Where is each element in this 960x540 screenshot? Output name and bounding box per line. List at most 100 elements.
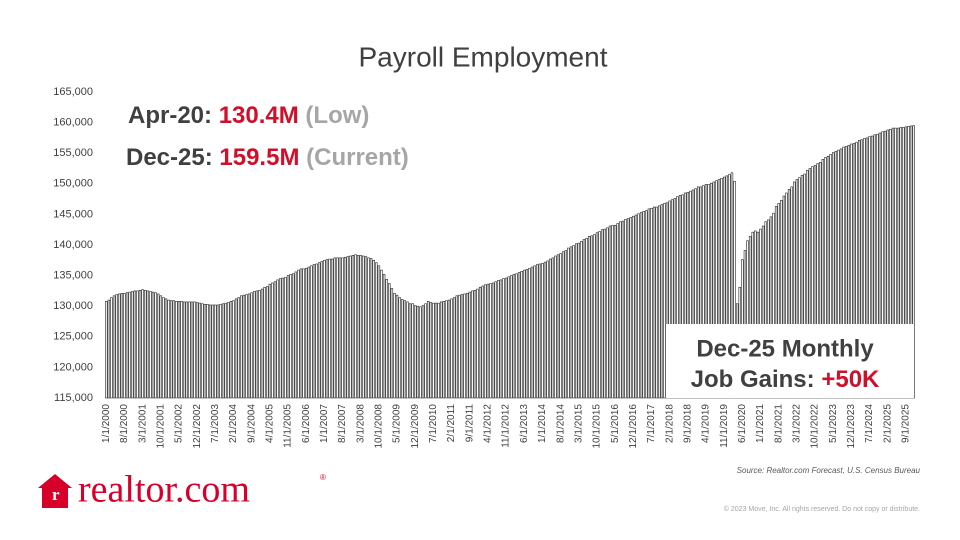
bar: [175, 301, 178, 399]
x-tick-label: 9/1/2011: [464, 404, 475, 443]
bar: [146, 290, 150, 399]
x-tick-label: 8/1/2000: [119, 404, 130, 443]
bar: [406, 301, 409, 399]
bar: [307, 266, 311, 399]
bar: [201, 303, 204, 399]
bar: [177, 301, 181, 399]
y-tick-label: 120,000: [53, 361, 93, 373]
bar: [323, 259, 326, 399]
bar: [195, 302, 199, 399]
x-tick-label: 5/1/2009: [392, 404, 403, 443]
bar: [439, 301, 443, 399]
bar: [362, 255, 365, 399]
x-tick-label: 8/1/2014: [555, 404, 566, 443]
y-tick-label: 160,000: [53, 117, 93, 129]
bar: [356, 255, 360, 399]
copyright: © 2023 Move, Inc. All rights reserved. D…: [724, 505, 920, 513]
bar: [408, 303, 412, 399]
bar: [336, 257, 339, 399]
bar: [538, 263, 542, 399]
bar: [221, 303, 225, 399]
x-tick-label: 10/1/2008: [374, 404, 385, 449]
bar: [549, 258, 552, 399]
bar: [416, 305, 420, 399]
bar: [388, 283, 391, 399]
bar: [242, 294, 246, 399]
annotation-value: 130.4M: [219, 102, 299, 129]
x-tick-label: 6/1/2013: [519, 404, 530, 443]
annotation-background: [666, 324, 914, 398]
bar: [330, 258, 334, 399]
source-note: Source: Realtor.com Forecast, U.S. Censu…: [737, 466, 921, 475]
bar: [445, 300, 448, 399]
bar: [517, 272, 521, 399]
bar: [564, 250, 568, 399]
y-tick-label: 145,000: [53, 208, 93, 220]
x-tick-label: 1/1/2021: [755, 404, 766, 443]
bar: [317, 262, 321, 399]
bar: [587, 236, 591, 399]
bar: [613, 225, 617, 399]
bar: [393, 293, 396, 399]
bar: [652, 206, 656, 399]
bar: [655, 206, 658, 399]
bar: [658, 205, 661, 399]
bar: [582, 239, 586, 399]
bar: [206, 304, 209, 399]
bar: [632, 215, 635, 399]
x-tick-label: 1/1/2000: [101, 404, 112, 443]
x-tick-label: 2/1/2011: [446, 404, 457, 443]
annotation-low: Apr-20: 130.4M (Low): [128, 102, 369, 129]
bar: [304, 267, 308, 399]
x-tick-label: 11/1/2005: [283, 404, 294, 448]
bar: [621, 220, 625, 399]
logo: r realtor.com ®: [38, 469, 326, 511]
bar: [491, 282, 495, 399]
bar: [120, 293, 124, 399]
x-tick-label: 11/1/2019: [719, 404, 730, 448]
bar: [647, 208, 651, 399]
bar: [463, 293, 466, 399]
bar: [198, 302, 201, 399]
bar: [595, 232, 599, 399]
annotation-current: Dec-25: 159.5M (Current): [126, 144, 409, 171]
bar: [159, 295, 163, 399]
bar: [167, 299, 170, 399]
bar: [105, 301, 108, 399]
x-tick-label: 2/1/2025: [882, 404, 893, 443]
bar: [214, 304, 217, 399]
bar: [247, 293, 251, 399]
annotation-value: 159.5M: [219, 144, 299, 171]
bar: [478, 286, 482, 399]
bar: [268, 283, 272, 399]
logo-mark: ®: [320, 473, 326, 482]
bar: [660, 204, 664, 399]
x-tick-label: 4/1/2005: [264, 404, 275, 443]
x-tick-label: 10/1/2022: [810, 404, 821, 449]
annotation-note: (Current): [306, 144, 409, 171]
bar: [593, 234, 596, 399]
bar: [208, 304, 212, 399]
x-tick-label: 11/1/2012: [501, 404, 512, 448]
bar: [403, 300, 407, 399]
bar: [419, 306, 422, 399]
bar: [572, 245, 575, 399]
bar: [364, 256, 368, 399]
bar: [279, 278, 282, 399]
x-tick-label: 3/1/2015: [573, 404, 584, 443]
bar: [131, 291, 134, 399]
bar: [346, 256, 349, 399]
bar: [281, 277, 285, 399]
bar: [585, 237, 588, 399]
x-tick-label: 6/1/2020: [737, 404, 748, 443]
bar: [411, 303, 414, 399]
bar: [590, 235, 593, 399]
bar: [367, 257, 370, 399]
x-tick-label: 8/1/2007: [337, 404, 348, 443]
bar: [271, 282, 274, 399]
bar: [476, 288, 479, 399]
bar: [395, 294, 399, 399]
x-tick-label: 12/1/2023: [846, 404, 857, 449]
bar: [629, 217, 632, 399]
